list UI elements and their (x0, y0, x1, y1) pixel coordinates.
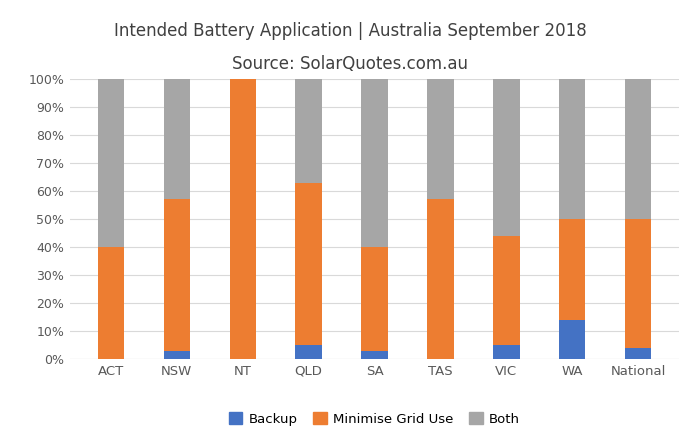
Bar (427, 199, 454, 359)
Bar (164, 79, 190, 199)
Bar (493, 345, 519, 359)
Bar (361, 351, 388, 359)
Bar (625, 219, 651, 348)
Bar (427, 79, 454, 199)
Bar (493, 79, 519, 236)
Bar (361, 79, 388, 247)
Bar (98, 247, 124, 359)
Bar (295, 183, 322, 345)
Bar (625, 79, 651, 219)
Legend: Backup, Minimise Grid Use, Both: Backup, Minimise Grid Use, Both (223, 407, 526, 431)
Bar (361, 247, 388, 351)
Text: Source: SolarQuotes.com.au: Source: SolarQuotes.com.au (232, 54, 468, 73)
Bar (493, 236, 519, 345)
Text: Intended Battery Application | Australia September 2018: Intended Battery Application | Australia… (113, 21, 587, 40)
Bar (559, 79, 585, 219)
Bar (164, 351, 190, 359)
Bar (625, 348, 651, 359)
Bar (559, 219, 585, 320)
Bar (295, 345, 322, 359)
Bar (164, 199, 190, 351)
Bar (559, 320, 585, 359)
Bar (295, 79, 322, 183)
Bar (230, 79, 256, 359)
Bar (98, 79, 124, 247)
